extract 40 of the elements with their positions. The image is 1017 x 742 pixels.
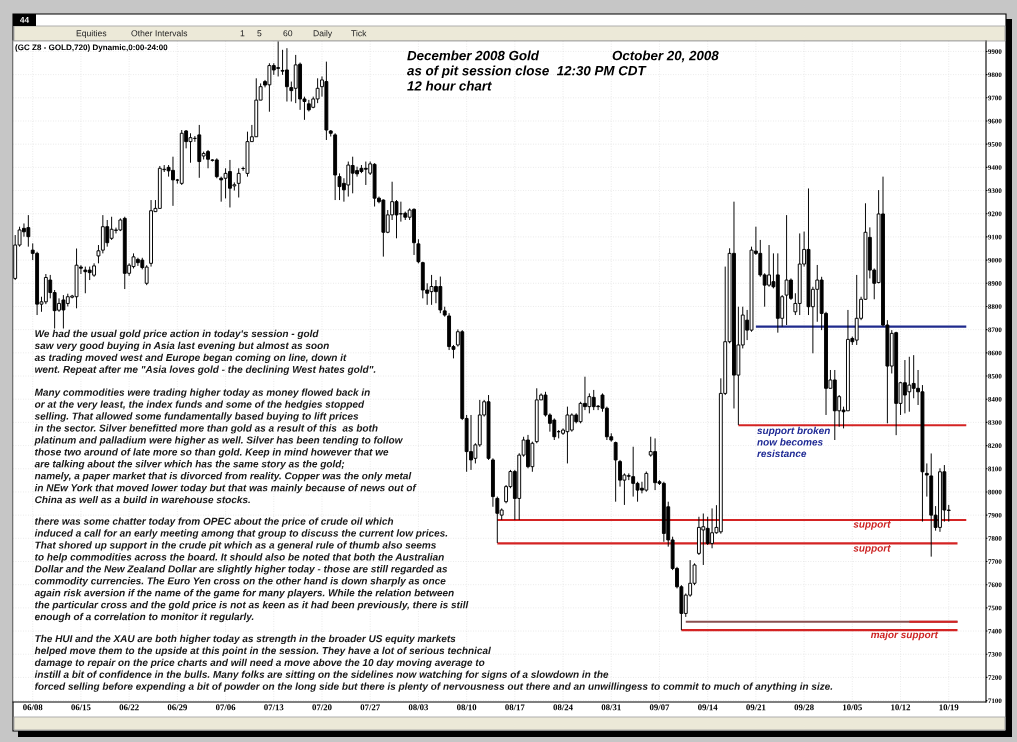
x-tick-label: 10/19 (939, 704, 959, 711)
annotation: support (853, 545, 891, 554)
text: Other Intervals (131, 29, 188, 37)
x-tick-label: 09/28 (794, 704, 814, 711)
x-tick-label: 08/10 (457, 704, 477, 711)
x-tick-label: 07/20 (312, 704, 332, 711)
text: Daily (313, 29, 333, 39)
x-tick-label: 08/03 (408, 704, 429, 711)
x-tick-label: 06/15 (71, 704, 91, 711)
text: there was some chatter today from OPEC about the price of crude oil which induced a call for an early meeting among that group to discuss the current low prices. That shored up support in the crude pit which as a general rule of thumb also seems to help commodities across the board. It should also be noted that both the Australian Dollar and the New Zealand Dollar are slightly higher today - those are still regarded as commodity currencies. The Euro Yen cross on the other hand is down sharply as once again risk aversion if the name of the game for many players. While the relation between the particular cross and the gold price is not as keen as it had been previously, there is still enough of a correlation to monitor it regularly. (34, 517, 469, 623)
annotation: support broken now becomes resistance (757, 426, 830, 458)
x-tick-label: 08/24 (553, 704, 573, 711)
text: Equities (76, 29, 107, 39)
x-tick-label: 06/29 (167, 704, 188, 711)
x-tick-label: 08/31 (601, 704, 621, 711)
annotation: support (853, 521, 891, 530)
annotation: (GC Z8 - GOLD,720) Dynamic,0:00-24:00 (15, 44, 168, 52)
annotation: We had the usual gold price action in today's session - gold saw very good buying in Asia last evening but almost as soon as trading moved west and Europe began coming on line, down it went. Repeat after me "Asia loves gold - the declining West hates gold". (34, 329, 376, 375)
x-tick-label: 07/06 (215, 704, 236, 711)
x-tick-label: 07/13 (264, 704, 284, 711)
text: Tick (351, 29, 367, 37)
x-tick-label: 10/05 (843, 704, 862, 711)
text: December 2008 Gold (407, 50, 540, 61)
text: 1 (240, 30, 245, 37)
x-tick-label: 10/12 (891, 704, 911, 711)
x-tick-label: 08/17 (505, 704, 525, 711)
text: 60 (283, 30, 293, 37)
text: Many commodities were trading higher today as money flowed back in or at the very least, the index funds and some of the hedgies stopped selling. That allowed some fundamentally based buying to lift prices in the sector. Silver benefitted more than gold as a result of this as both platinum and palladium were higher as well. Silver has been tending to follow those two around of late more so than gold. Keep in mind however that we are talking about the silver which has the same story as the gold; namely, a paper market that is divorced from reality. Copper was the only metal in NEw York that moved lower today but that was mainly because of news out of China as well as a build in warehouse stocks. (34, 388, 417, 504)
text: 44 (19, 16, 30, 23)
annotation: October 20, 2008 (612, 50, 719, 63)
annotation: major support (870, 630, 939, 641)
x-tick-label: 06/22 (119, 704, 139, 711)
x-tick-label: 09/07 (649, 704, 670, 711)
x-tick-label: 09/21 (746, 704, 766, 711)
text: as of pit session close 12:30 PM CDT 12 hour chart (407, 65, 647, 91)
x-tick-label: 07/27 (360, 704, 380, 711)
x-tick-label: 06/08 (23, 704, 43, 711)
annotation: The HUI and the XAU are both higher today as strength in the broader US equity markets helped move them to the upside at this point in the session. They have a lot of serious technical damage to repair on the price charts and will need a move above the 10 day moving average to instill a bit of confidence in the bulls. Many folks are sitting on the sidelines now watching for signs of a slowdown in the forced selling before expending a bit of powder on the long side but there is plenty of nervousness out there and an unwillingess to commit to much of anything in size. (34, 634, 833, 692)
x-tick-label: 09/14 (698, 704, 718, 711)
text: 5 (257, 30, 262, 37)
